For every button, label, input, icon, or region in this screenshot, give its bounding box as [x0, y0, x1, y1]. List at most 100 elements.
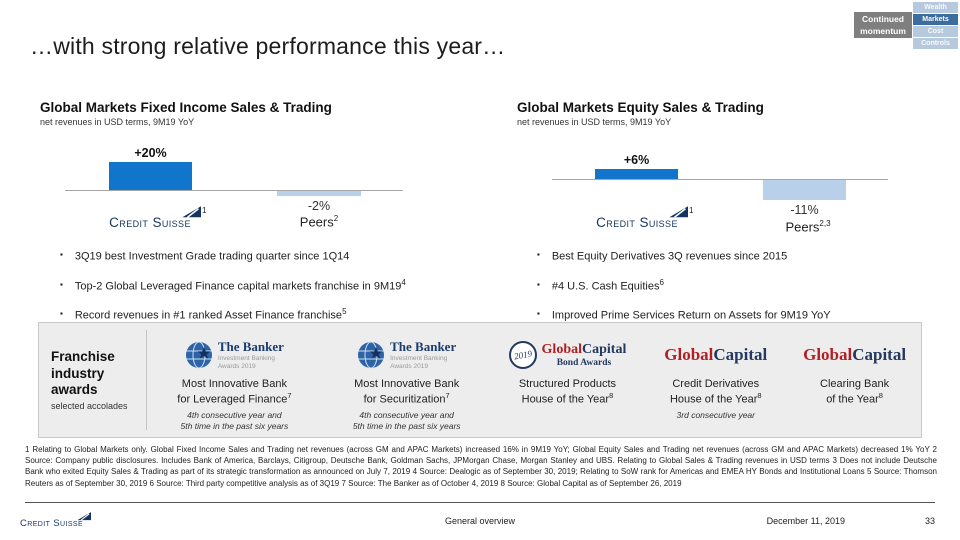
divider [146, 330, 147, 430]
bond-awards-2019-icon: 2019 [508, 341, 537, 369]
award-credit-derivatives: GlobalCapital Credit Derivatives House o… [643, 331, 788, 421]
bullet-icon: ▪ [60, 279, 63, 289]
bullet-icon: ▪ [537, 279, 540, 289]
tab-controls: Controls [913, 38, 958, 49]
credit-suisse-logo: Credit Suisse 1 [109, 206, 206, 230]
credit-suisse-sails-icon [669, 206, 688, 218]
context-badge-line1: Continued [861, 14, 905, 24]
fixed-income-chart: +20% -2% Credit Suisse 1 Peers2 [65, 146, 403, 245]
peers-bar [763, 180, 846, 200]
peers-bar [277, 191, 361, 196]
awards-label: Franchise industry awards [51, 348, 115, 398]
chart-baseline [65, 190, 403, 191]
peers-category-label: Peers2,3 [763, 219, 853, 234]
banker-globe-icon [185, 341, 212, 369]
bullet-icon: ▪ [60, 309, 63, 319]
bullet-text: Improved Prime Services Return on Assets… [551, 309, 831, 322]
globalcapital-wordmark: GlobalCapital [803, 345, 907, 364]
chart-baseline [552, 179, 888, 180]
list-item: ▪ Top-2 Global Leveraged Finance capital… [60, 278, 406, 293]
cs-bar-value: +6% [623, 153, 650, 167]
credit-suisse-wordmark: Credit Suisse [20, 518, 84, 529]
award-name: Most Innovative Bank for Leveraged Finan… [177, 378, 292, 406]
peers-footnote-sup: 2 [333, 214, 339, 223]
cs-bar [595, 169, 678, 179]
credit-suisse-wordmark: Credit Suisse [596, 215, 678, 230]
banker-globe-icon [358, 341, 385, 369]
tab-cost: Cost [913, 26, 958, 37]
peers-category-label: Peers2 [277, 214, 361, 229]
list-item: ▪ 3Q19 best Investment Grade trading qua… [60, 248, 406, 263]
page-title: …with strong relative performance this y… [30, 33, 506, 60]
equity-chart: +6% -11% Credit Suisse 1 Peers2,3 [552, 148, 888, 245]
cs-category-label: Credit Suisse 1 [75, 206, 225, 232]
banker-wordmark: The Banker Investment Banking Awards 201… [217, 339, 284, 370]
tab-markets: Markets [913, 14, 958, 25]
list-item: ▪ Improved Prime Services Return on Asse… [537, 307, 831, 322]
equity-subtitle: net revenues in USD terms, 9M19 YoY [517, 117, 672, 127]
bullet-icon: ▪ [60, 250, 63, 259]
fixed-income-heading: Global Markets Fixed Income Sales & Trad… [40, 100, 332, 115]
equity-bullets: ▪ Best Equity Derivatives 3Q revenues si… [537, 248, 831, 337]
page-number: 33 [924, 516, 935, 526]
fixed-income-subtitle: net revenues in USD terms, 9M19 YoY [40, 117, 195, 127]
awards-sublabel: selected accolades [51, 401, 128, 412]
award-name: Most Innovative Bank for Securitization7 [354, 378, 460, 406]
footnotes: 1 Relating to Global Markets only. Globa… [25, 445, 937, 488]
globalcapital-bond-awards-logo: 2019 GlobalCapital Bond Awards [508, 337, 627, 373]
globalcapital-wordmark: GlobalCapital [664, 345, 768, 364]
award-structured-products: 2019 GlobalCapital Bond Awards Structure… [492, 331, 644, 410]
footer-section-title: General overview [444, 516, 516, 526]
the-banker-logo: The Banker Investment Banking Awards 201… [357, 337, 456, 373]
section-nav: Wealth Markets Cost Controls [913, 2, 958, 49]
tab-wealth: Wealth [913, 2, 958, 13]
footer-credit-suisse-logo: Credit Suisse [20, 512, 92, 531]
equity-panel: Global Markets Equity Sales & Trading ne… [517, 100, 942, 322]
credit-suisse-sails-icon [182, 206, 201, 218]
bullet-text: Best Equity Derivatives 3Q revenues sinc… [551, 250, 788, 263]
bullet-text: Top-2 Global Leveraged Finance capital m… [74, 277, 406, 293]
cs-bar [109, 162, 192, 190]
cs-category-label: Credit Suisse 1 [562, 206, 712, 232]
fixed-income-bullets: ▪ 3Q19 best Investment Grade trading qua… [60, 248, 406, 337]
award-leveraged-finance: The Banker Investment Banking Awards 201… [147, 331, 322, 432]
awards-label-block: Franchise industry awards selected accol… [39, 349, 146, 412]
peers-bar-value: -2% [307, 199, 331, 213]
context-badge-line2: momentum [860, 26, 906, 36]
cs-bar-value: +20% [134, 146, 167, 160]
list-item: ▪ Record revenues in #1 ranked Asset Fin… [60, 307, 406, 322]
list-item: ▪ Best Equity Derivatives 3Q revenues si… [537, 248, 831, 263]
globalcapital-wordmark: GlobalCapital Bond Awards [541, 342, 627, 368]
peers-bar-value: -11% [790, 203, 819, 217]
award-note: 3rd consecutive year [676, 410, 755, 421]
list-item: ▪ #4 U.S. Cash Equities6 [537, 278, 831, 293]
award-name: Structured Products House of the Year8 [518, 378, 617, 406]
cs-footnote-sup: 1 [689, 206, 694, 215]
footer-date: December 11, 2019 [766, 516, 845, 526]
globalcapital-logo: GlobalCapital [664, 337, 767, 373]
award-securitization: The Banker Investment Banking Awards 201… [322, 331, 492, 432]
bullet-text: 3Q19 best Investment Grade trading quart… [74, 250, 350, 263]
the-banker-logo: The Banker Investment Banking Awards 201… [185, 337, 284, 373]
bullet-text: #4 U.S. Cash Equities6 [551, 277, 664, 293]
award-name: Clearing Bank of the Year8 [820, 378, 890, 406]
footer-divider [25, 502, 935, 503]
cs-footnote-sup: 1 [202, 206, 207, 215]
credit-suisse-logo: Credit Suisse 1 [596, 206, 693, 230]
credit-suisse-sails-icon [77, 512, 92, 521]
peers-label: Peers [299, 214, 334, 230]
fixed-income-panel: Global Markets Fixed Income Sales & Trad… [40, 100, 465, 322]
award-clearing-bank: GlobalCapital Clearing Bank of the Year8 [788, 331, 921, 410]
bullet-text: Record revenues in #1 ranked Asset Finan… [74, 307, 347, 322]
equity-heading: Global Markets Equity Sales & Trading [517, 100, 764, 115]
context-badge: Continued momentum [854, 12, 912, 38]
award-name: Credit Derivatives House of the Year8 [669, 378, 762, 406]
peers-label: Peers [785, 219, 820, 235]
award-note: 4th consecutive year and 5th time in the… [180, 410, 289, 432]
peers-footnote-sup: 2,3 [819, 219, 831, 228]
credit-suisse-wordmark: Credit Suisse [109, 215, 191, 230]
franchise-awards-strip: Franchise industry awards selected accol… [38, 322, 922, 438]
bullet-icon: ▪ [537, 250, 540, 259]
banker-wordmark: The Banker Investment Banking Awards 201… [390, 339, 457, 370]
globalcapital-logo: GlobalCapital [803, 337, 906, 373]
